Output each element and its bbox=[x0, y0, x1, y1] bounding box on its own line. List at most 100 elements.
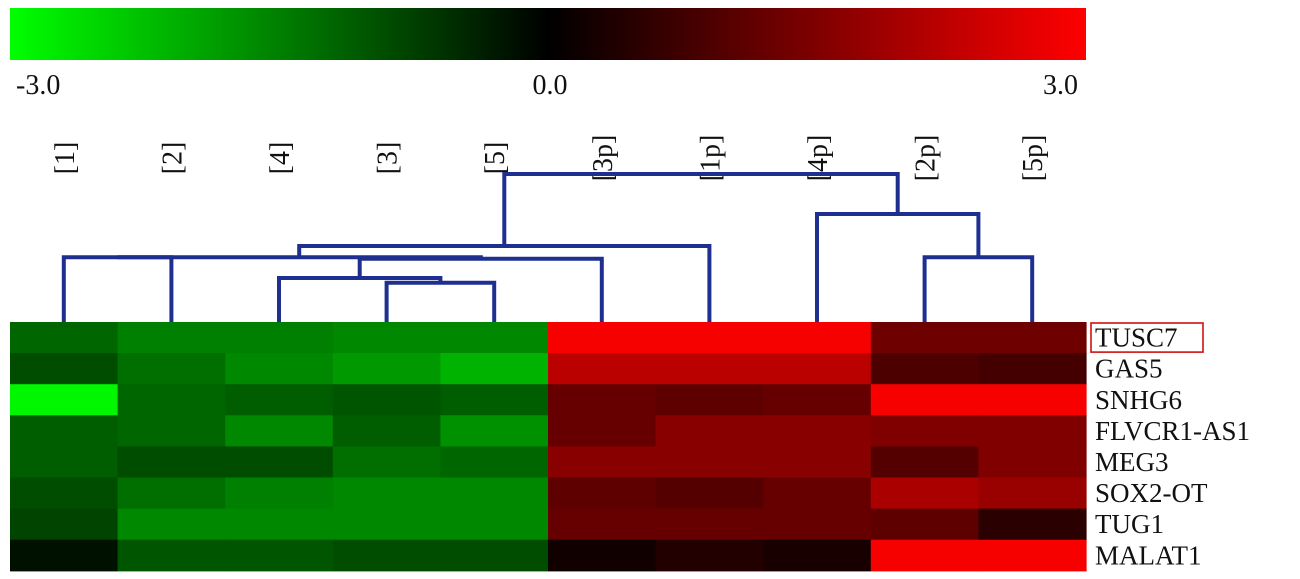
heatmap-cell-tusc7-col-7 bbox=[763, 322, 872, 354]
heatmap-cell-snhg6-col-0 bbox=[10, 384, 119, 416]
heatmap-cell-snhg6-col-2 bbox=[225, 384, 334, 416]
row-label-tusc7: TUSC7 bbox=[1095, 323, 1178, 353]
heatmap-cell-malat1-col-9 bbox=[978, 539, 1087, 572]
heatmap-cell-meg3-col-8 bbox=[870, 446, 979, 479]
heatmap-cell-tusc7-col-0 bbox=[10, 322, 119, 354]
heatmap-cell-tusc7-col-9 bbox=[978, 322, 1087, 354]
heatmap-cell-sox2-ot-col-6 bbox=[655, 477, 764, 510]
column-label-0: [1] bbox=[50, 142, 81, 175]
heatmap-cell-flvcr1-as1-col-5 bbox=[548, 415, 657, 447]
dendrogram-link-3 bbox=[61, 255, 174, 322]
color-scale-max-label: 3.0 bbox=[1043, 70, 1078, 101]
heatmap-cell-meg3-col-4 bbox=[440, 446, 549, 479]
dendrogram-link-2 bbox=[357, 256, 604, 322]
heatmap-cell-gas5-col-6 bbox=[655, 353, 764, 385]
heatmap-cell-flvcr1-as1-col-9 bbox=[978, 415, 1087, 447]
heatmap-cell-tug1-col-1 bbox=[117, 508, 226, 541]
heatmap-cell-sox2-ot-col-3 bbox=[332, 477, 441, 510]
heatmap-cell-tug1-col-0 bbox=[10, 508, 119, 541]
heatmap-cell-malat1-col-5 bbox=[548, 539, 657, 572]
column-dendrogram bbox=[61, 172, 1035, 322]
dendrogram-link-7 bbox=[815, 212, 981, 322]
heatmap-cell-meg3-col-9 bbox=[978, 446, 1087, 479]
heatmap-cell-meg3-col-2 bbox=[225, 446, 334, 479]
column-label-2: [4] bbox=[265, 142, 296, 175]
color-scale-bar bbox=[10, 8, 1086, 60]
row-labels: TUSC7GAS5SNHG6FLVCR1-AS1MEG3SOX2-OTTUG1M… bbox=[1090, 322, 1250, 570]
row-label-flvcr1-as1: FLVCR1-AS1 bbox=[1095, 416, 1250, 446]
heatmap-cell-malat1-col-4 bbox=[440, 539, 549, 572]
heatmap-cell-meg3-col-0 bbox=[10, 446, 119, 479]
heatmap-cell-malat1-col-3 bbox=[332, 539, 441, 572]
heatmap-cell-gas5-col-5 bbox=[548, 353, 657, 385]
heatmap-cell-sox2-ot-col-9 bbox=[978, 477, 1087, 510]
heatmap-cell-flvcr1-as1-col-4 bbox=[440, 415, 549, 447]
column-label-4: [5] bbox=[480, 142, 511, 175]
heatmap-cell-tug1-col-9 bbox=[978, 508, 1087, 541]
column-label-3: [3] bbox=[373, 142, 404, 175]
dendrogram-link-5 bbox=[922, 255, 1035, 322]
heatmap-cell-malat1-col-2 bbox=[225, 539, 334, 572]
row-label-meg3: MEG3 bbox=[1095, 447, 1169, 477]
highlight-box-tusc7 bbox=[1090, 322, 1204, 353]
column-label-1: [2] bbox=[157, 142, 188, 175]
heatmap-cell-flvcr1-as1-col-8 bbox=[870, 415, 979, 447]
heatmap-cell-gas5-col-9 bbox=[978, 353, 1087, 385]
heatmap-cell-tug1-col-7 bbox=[763, 508, 872, 541]
heatmap-cell-tug1-col-2 bbox=[225, 508, 334, 541]
heatmap-cell-snhg6-col-1 bbox=[117, 384, 226, 416]
heatmap-cell-malat1-col-1 bbox=[117, 539, 226, 572]
heatmap-cell-snhg6-col-3 bbox=[332, 384, 441, 416]
heatmap-cell-meg3-col-6 bbox=[655, 446, 764, 479]
heatmap-cell-malat1-col-0 bbox=[10, 539, 119, 572]
heatmap-cell-flvcr1-as1-col-0 bbox=[10, 415, 119, 447]
heatmap-cell-snhg6-col-8 bbox=[870, 384, 979, 416]
heatmap-cell-sox2-ot-col-8 bbox=[870, 477, 979, 510]
dendrogram-link-8 bbox=[502, 172, 900, 246]
heatmap-cell-gas5-col-2 bbox=[225, 353, 334, 385]
color-scale-mid-label: 0.0 bbox=[533, 70, 568, 101]
heatmap-cell-meg3-col-1 bbox=[117, 446, 226, 479]
heatmap-cell-sox2-ot-col-4 bbox=[440, 477, 549, 510]
heatmap-cell-sox2-ot-col-0 bbox=[10, 477, 119, 510]
color-scale-min-label: -3.0 bbox=[16, 70, 60, 101]
heatmap-cell-sox2-ot-col-5 bbox=[548, 477, 657, 510]
heatmap-cell-flvcr1-as1-col-3 bbox=[332, 415, 441, 447]
row-label-snhg6: SNHG6 bbox=[1095, 385, 1182, 415]
heatmap-cell-tug1-col-5 bbox=[548, 508, 657, 541]
heatmap-cell-tusc7-col-3 bbox=[332, 322, 441, 354]
column-label-8: [2p] bbox=[911, 135, 942, 182]
heatmap-cell-gas5-col-3 bbox=[332, 353, 441, 385]
heatmap-cell-snhg6-col-9 bbox=[978, 384, 1087, 416]
row-label-tug1: TUG1 bbox=[1095, 509, 1164, 539]
heatmap-cell-tusc7-col-8 bbox=[870, 322, 979, 354]
heatmap-cell-flvcr1-as1-col-1 bbox=[117, 415, 226, 447]
heatmap-cell-sox2-ot-col-7 bbox=[763, 477, 872, 510]
dendrogram-link-4 bbox=[117, 255, 483, 260]
heatmap-cells bbox=[10, 322, 1087, 572]
heatmap-cell-tusc7-col-2 bbox=[225, 322, 334, 354]
column-label-9: [5p] bbox=[1018, 135, 1049, 182]
heatmap-cell-snhg6-col-7 bbox=[763, 384, 872, 416]
heatmap-cell-malat1-col-8 bbox=[870, 539, 979, 572]
heatmap-cell-tusc7-col-4 bbox=[440, 322, 549, 354]
row-label-malat1: MALAT1 bbox=[1095, 540, 1202, 570]
heatmap-cell-sox2-ot-col-2 bbox=[225, 477, 334, 510]
row-label-gas5: GAS5 bbox=[1095, 354, 1163, 384]
heatmap-cell-snhg6-col-4 bbox=[440, 384, 549, 416]
heatmap-cell-gas5-col-4 bbox=[440, 353, 549, 385]
heatmap-cell-tusc7-col-1 bbox=[117, 322, 226, 354]
heatmap-cell-tug1-col-4 bbox=[440, 508, 549, 541]
heatmap-cell-flvcr1-as1-col-6 bbox=[655, 415, 764, 447]
heatmap-cell-flvcr1-as1-col-7 bbox=[763, 415, 872, 447]
heatmap-cell-tug1-col-6 bbox=[655, 508, 764, 541]
heatmap-cell-meg3-col-5 bbox=[548, 446, 657, 479]
heatmap-cell-tusc7-col-5 bbox=[548, 322, 657, 354]
heatmap-cell-meg3-col-3 bbox=[332, 446, 441, 479]
heatmap-cell-gas5-col-0 bbox=[10, 353, 119, 385]
dendrogram-link-0 bbox=[384, 280, 497, 322]
heatmap-cell-flvcr1-as1-col-2 bbox=[225, 415, 334, 447]
heatmap-cell-tug1-col-8 bbox=[870, 508, 979, 541]
heatmap-cell-meg3-col-7 bbox=[763, 446, 872, 479]
